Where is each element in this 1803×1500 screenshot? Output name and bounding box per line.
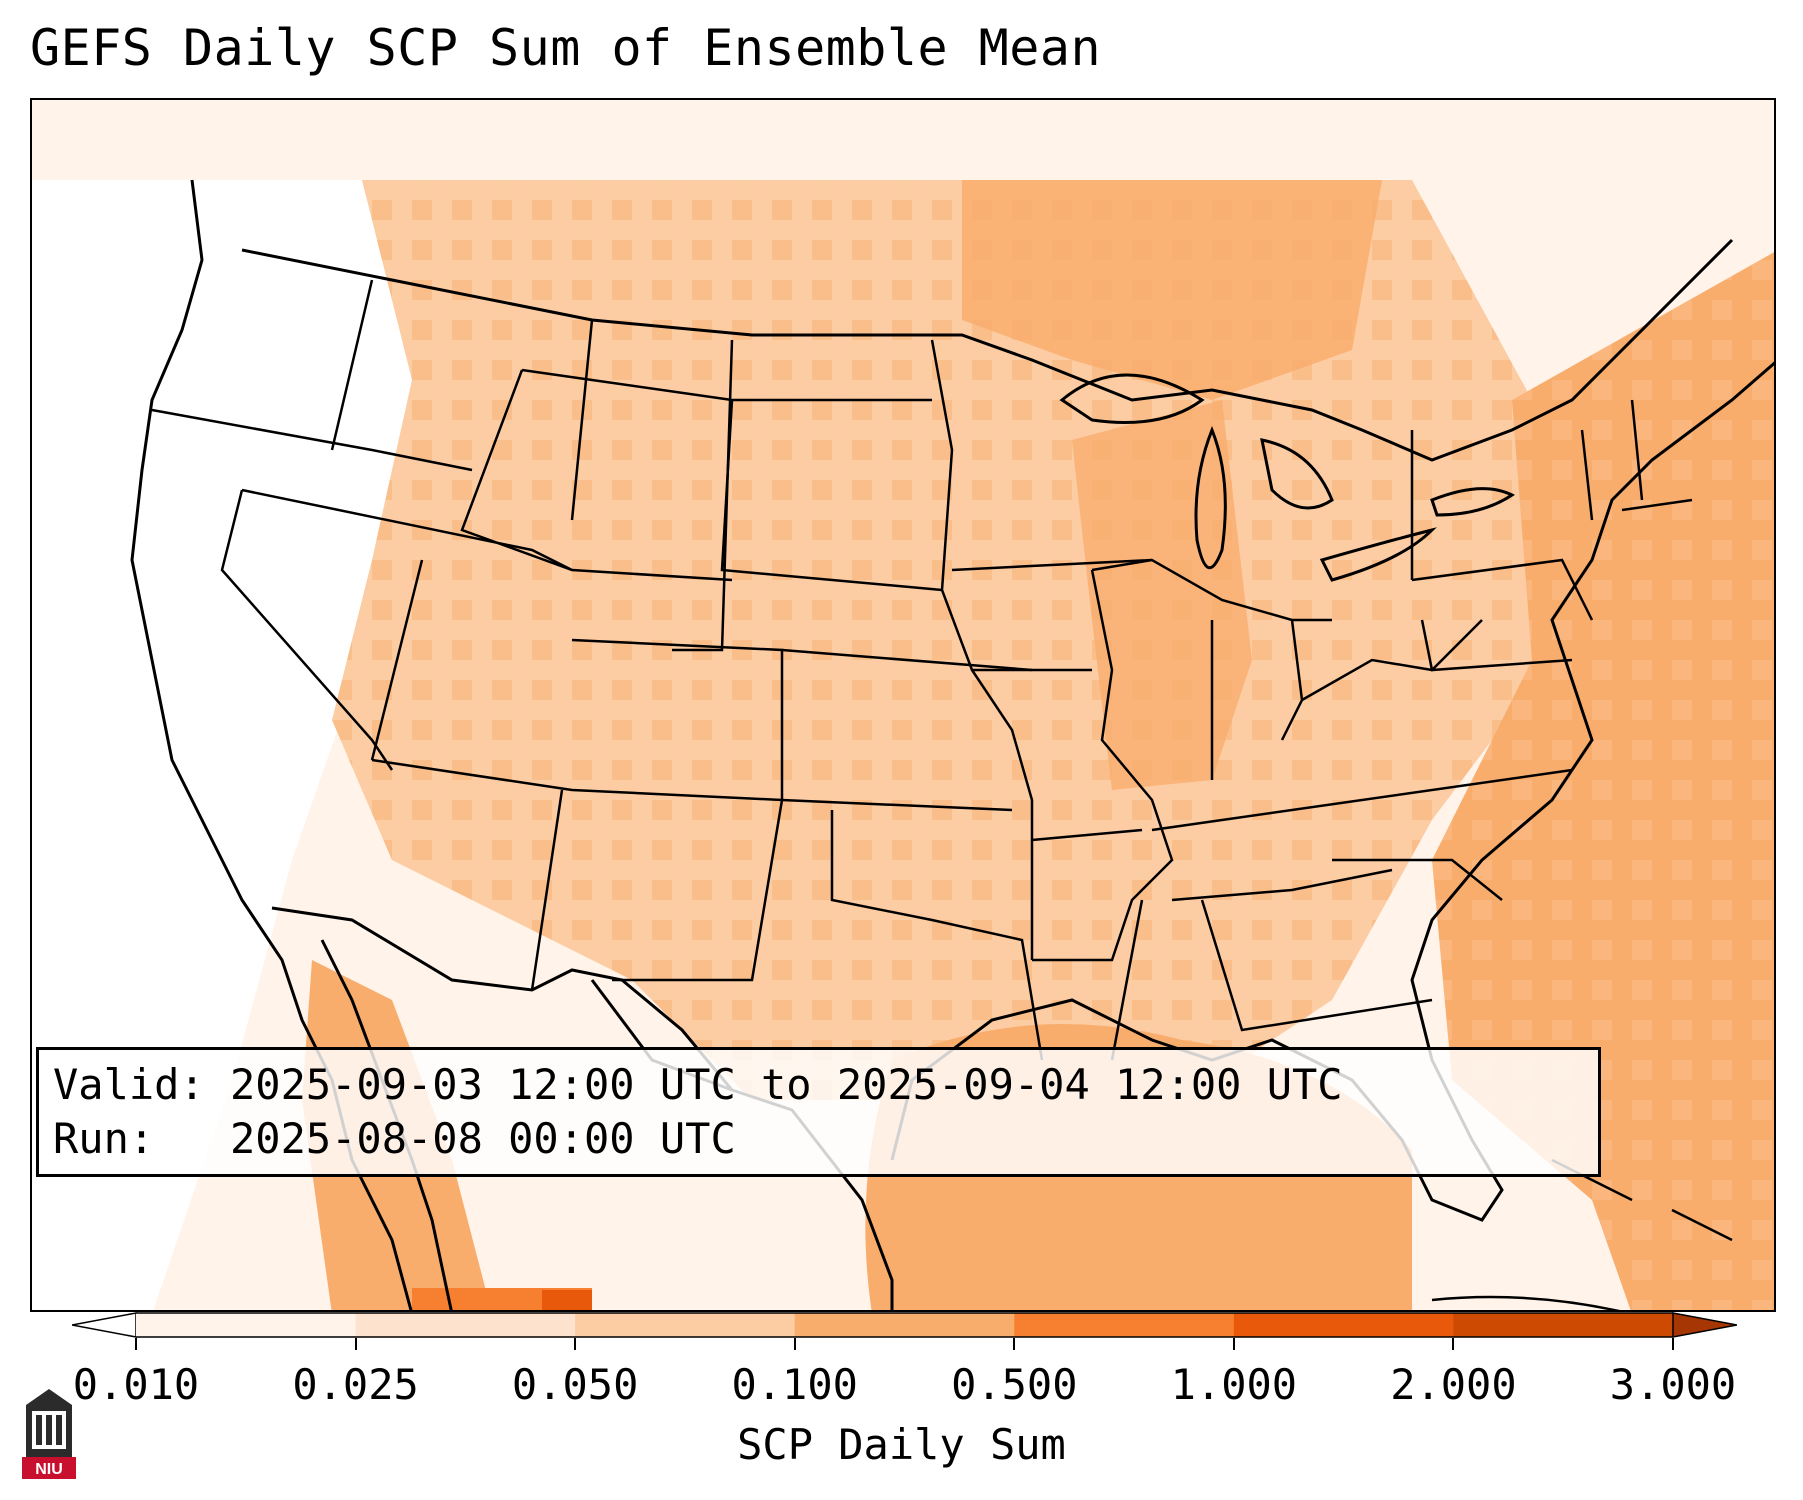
colorbar-segment <box>1014 1313 1235 1337</box>
logo-text: NIU <box>35 1461 63 1478</box>
valid-time-line: Valid: 2025-09-03 12:00 UTC to 2025-09-0… <box>53 1060 1343 1109</box>
colorbar-graphic <box>72 1312 1737 1338</box>
lake-erie <box>1319 527 1437 582</box>
colorbar-tick <box>354 1338 357 1350</box>
low-value-area-west <box>32 180 442 1310</box>
colorbar-tick-label: 3.000 <box>1609 1360 1737 1409</box>
colorbar-tick-label: 0.025 <box>292 1360 419 1409</box>
colorbar-tick <box>793 1338 796 1350</box>
colorbar-tick-label: 1.000 <box>1170 1360 1298 1409</box>
us-mexico-border <box>271 906 734 1091</box>
colorbar-tick-label: 0.050 <box>511 1360 639 1409</box>
us-canada-border <box>241 238 1734 462</box>
lake-michigan <box>1194 425 1227 570</box>
colorbar-tick-label: 0.010 <box>72 1360 200 1409</box>
colorbar-segment <box>575 1313 796 1337</box>
colorbar-tick-label: 0.100 <box>731 1360 858 1409</box>
colorbar <box>72 1312 1737 1338</box>
colorbar-segment <box>1233 1313 1454 1337</box>
colorbar-tick <box>135 1338 137 1350</box>
colorbar-label: SCP Daily Sum <box>737 1420 1066 1469</box>
higher-value-area-north <box>962 180 1382 400</box>
colorbar-tick-label: 2.000 <box>1390 1360 1517 1409</box>
niu-logo: NIU <box>20 1385 78 1481</box>
colorbar-segment <box>136 1313 357 1337</box>
state-borders <box>151 279 1693 1061</box>
colorbar-segment <box>1453 1313 1674 1337</box>
colorbar-tick <box>1013 1338 1016 1350</box>
higher-value-area-midwest <box>1072 400 1252 790</box>
colorbar-tick <box>1452 1338 1455 1350</box>
colorbar-extend-high <box>1672 1312 1737 1338</box>
run-time-line: Run: 2025-08-08 00:00 UTC <box>53 1114 736 1163</box>
lake-superior <box>1059 373 1205 424</box>
valid-run-info-box: Valid: 2025-09-03 12:00 UTC to 2025-09-0… <box>36 1047 1601 1177</box>
lake-ontario <box>1430 487 1515 517</box>
grid-texture-atlantic <box>1432 252 1774 1310</box>
colorbar-tick <box>1232 1338 1235 1350</box>
peak-value-cell <box>542 1290 592 1310</box>
lake-huron <box>1260 438 1334 510</box>
grid-texture <box>332 180 1552 1100</box>
map-title: GEFS Daily SCP Sum of Ensemble Mean <box>30 19 1102 77</box>
colorbar-tick-label: 0.500 <box>951 1360 1078 1409</box>
colorbar-segment <box>794 1313 1015 1337</box>
colorbar-extend-low <box>72 1312 137 1338</box>
colorbar-tick <box>574 1338 577 1350</box>
colorbar-tick <box>1672 1338 1674 1350</box>
colorbar-segment <box>355 1313 576 1337</box>
